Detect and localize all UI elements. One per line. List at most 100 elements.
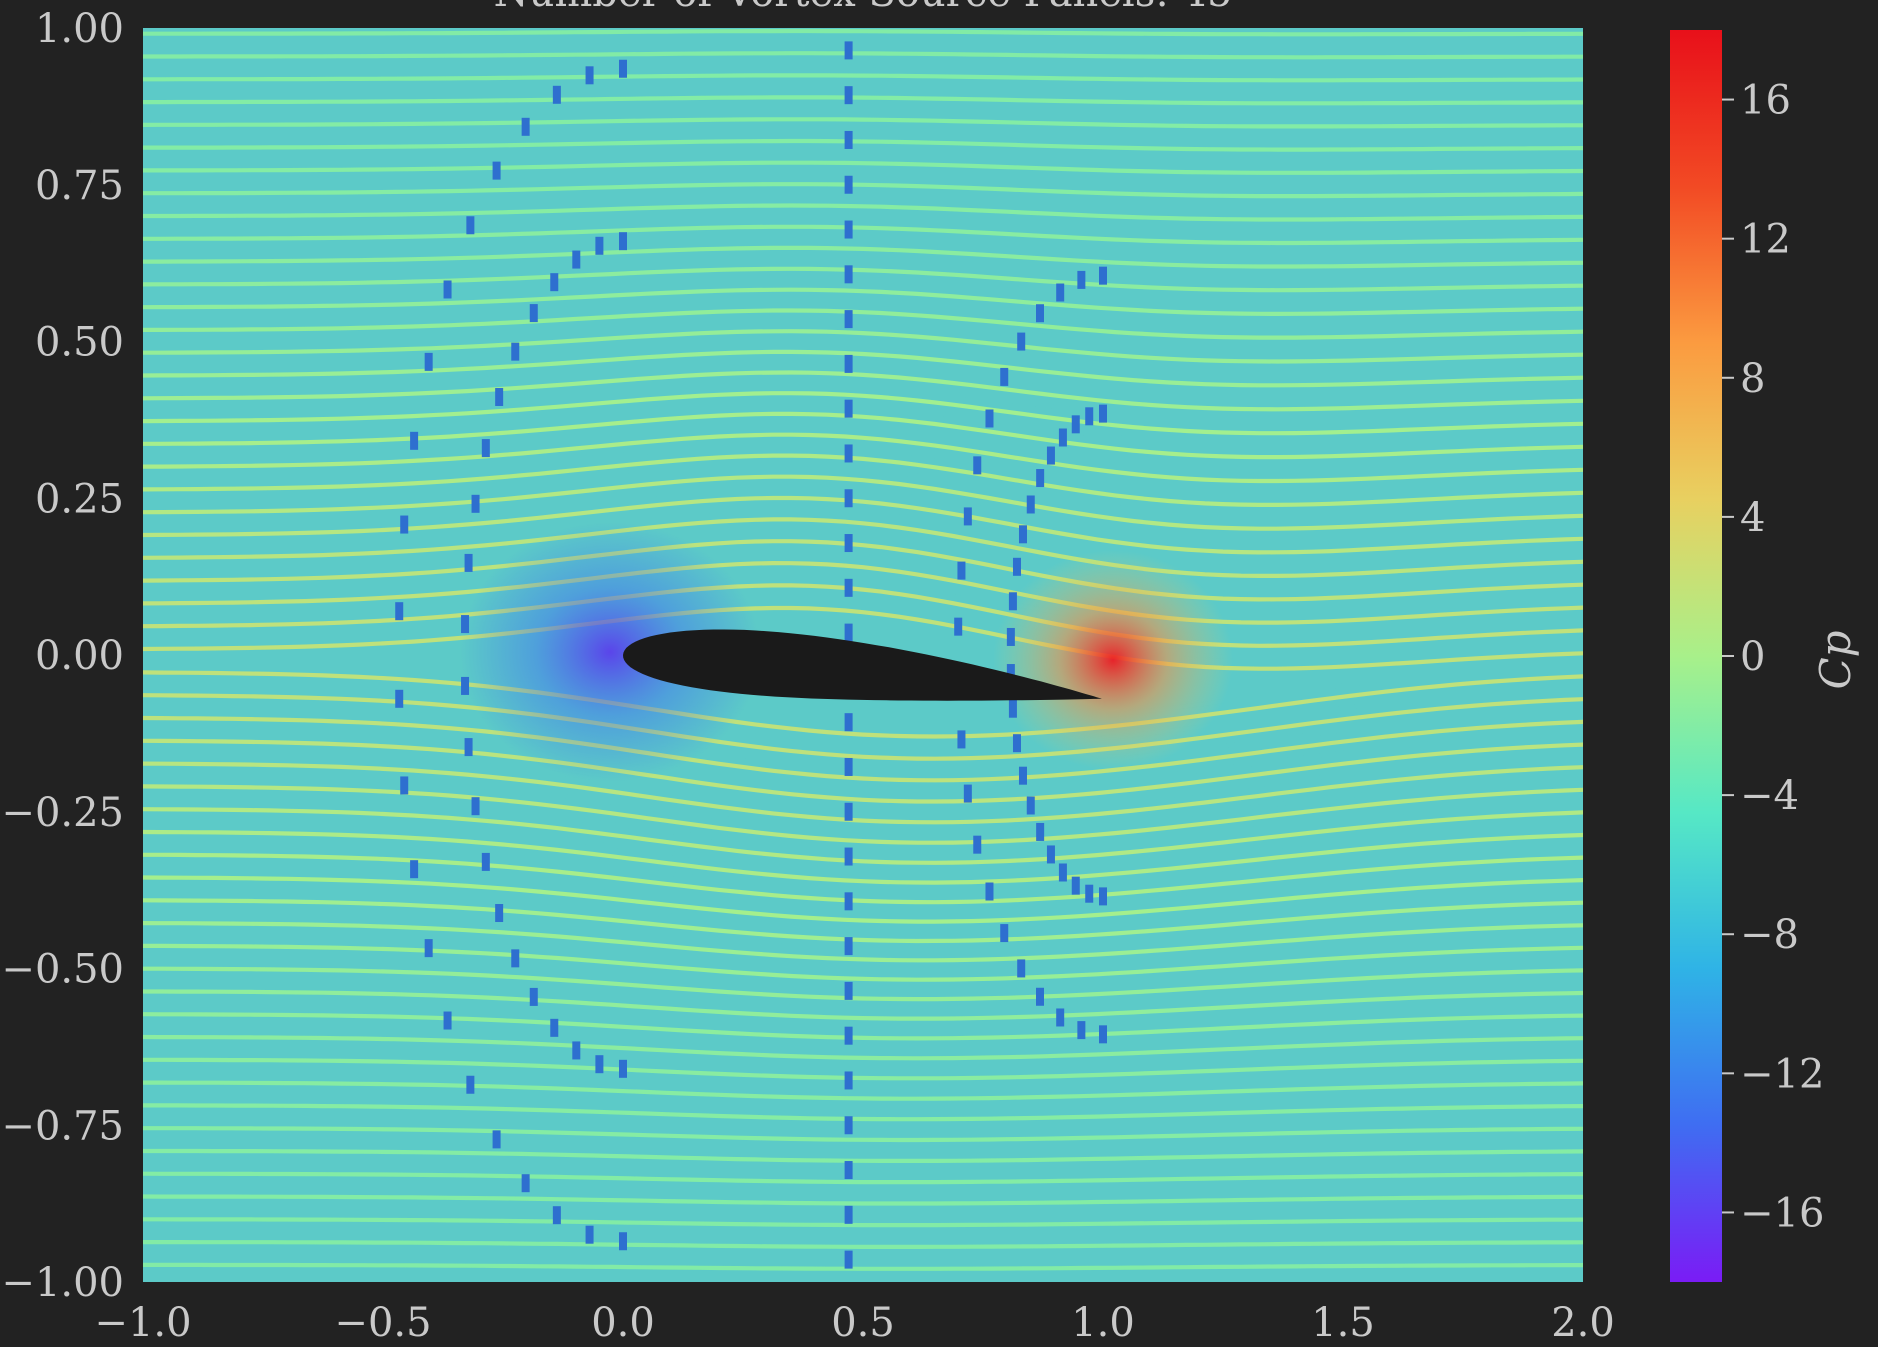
flow-arrow — [964, 507, 972, 525]
flow-arrow — [1019, 767, 1027, 785]
flow-arrow — [985, 409, 993, 427]
colorbar-gradient — [1670, 30, 1722, 1282]
y-tick-label: −0.50 — [1, 947, 124, 993]
flow-arrow — [395, 602, 403, 620]
flow-arrow — [511, 343, 519, 361]
flow-arrow — [845, 937, 853, 955]
flow-arrow — [586, 1226, 594, 1244]
flow-arrow — [845, 355, 853, 373]
flow-arrow — [493, 1130, 501, 1148]
flow-arrow — [482, 853, 490, 871]
flow-arrow — [845, 579, 853, 597]
flow-arrow — [845, 176, 853, 194]
flow-arrow — [1077, 1021, 1085, 1039]
flow-arrow — [595, 1055, 603, 1073]
flow-arrow — [444, 1012, 452, 1030]
flow-arrow — [845, 982, 853, 1000]
flow-arrow — [845, 265, 853, 283]
flow-arrow — [1013, 734, 1021, 752]
flow-arrow — [395, 690, 403, 708]
x-tick-label: 1.5 — [1311, 1300, 1375, 1346]
flow-arrow — [461, 615, 469, 633]
flow-arrow — [482, 439, 490, 457]
x-tick-label: 1.0 — [1071, 1300, 1135, 1346]
flow-arrow — [1047, 447, 1055, 465]
flow-arrow — [1056, 1008, 1064, 1026]
flow-arrow — [1059, 429, 1067, 447]
flow-arrow — [522, 118, 530, 136]
flow-arrow — [1099, 1025, 1107, 1043]
flow-arrow — [495, 904, 503, 922]
flow-arrow — [425, 353, 433, 371]
flow-arrow — [572, 251, 580, 269]
colorbar-tick-label: 12 — [1740, 217, 1791, 263]
flow-arrow — [1017, 959, 1025, 977]
flow-arrow — [1009, 700, 1017, 718]
flow-arrow — [1072, 877, 1080, 895]
flow-arrow — [845, 1251, 853, 1269]
flow-arrow — [1085, 407, 1093, 425]
flow-arrow — [845, 1116, 853, 1134]
flow-arrow — [1099, 887, 1107, 905]
colorbar-tick-label: 16 — [1740, 78, 1791, 124]
flow-arrow — [511, 949, 519, 967]
flow-arrow — [465, 554, 473, 572]
flow-arrow — [472, 797, 480, 815]
flow-arrow — [964, 785, 972, 803]
flow-arrow — [1085, 885, 1093, 903]
flow-arrow — [530, 304, 538, 322]
flow-arrow — [845, 221, 853, 239]
flow-arrow — [400, 776, 408, 794]
flow-arrow — [845, 444, 853, 462]
y-tick-label: 1.00 — [35, 6, 124, 52]
flow-arrow — [1099, 405, 1107, 423]
colorbar-tick-label: 8 — [1740, 356, 1765, 402]
flow-arrow — [466, 1076, 474, 1094]
flow-arrow — [425, 939, 433, 957]
flow-arrow — [845, 892, 853, 910]
flow-arrow — [530, 988, 538, 1006]
flow-arrow — [845, 41, 853, 59]
y-axis-ticks: −1.00 −0.75 −0.50 −0.25 0.00 0.25 0.50 0.75 1.00 — [1, 6, 124, 1306]
flow-arrow — [1019, 525, 1027, 543]
flow-arrow — [466, 216, 474, 234]
flow-arrow — [619, 232, 627, 250]
flow-arrow — [553, 86, 561, 104]
flow-arrow — [845, 758, 853, 776]
flow-arrow — [845, 310, 853, 328]
flow-arrow — [1036, 469, 1044, 487]
colorbar-label: Cp — [1811, 630, 1860, 689]
flow-arrow — [550, 1019, 558, 1037]
flow-arrow — [845, 624, 853, 642]
flow-arrow — [1017, 333, 1025, 351]
flow-arrow — [845, 713, 853, 731]
flow-arrow — [1047, 845, 1055, 863]
flow-arrow — [845, 400, 853, 418]
flow-arrow — [619, 60, 627, 78]
flow-arrow — [845, 1206, 853, 1224]
flow-arrow — [1007, 628, 1015, 646]
y-tick-label: −1.00 — [1, 1260, 124, 1306]
x-axis-ticks: −1.0 −0.5 0.0 0.5 1.0 1.5 2.0 — [94, 1300, 1614, 1346]
colorbar-tick-label: 4 — [1740, 495, 1765, 541]
flow-arrow — [845, 534, 853, 552]
flow-arrow — [1036, 823, 1044, 841]
y-tick-label: 0.50 — [35, 320, 124, 366]
x-tick-label: 2.0 — [1551, 1300, 1615, 1346]
flow-arrow — [1027, 495, 1035, 513]
flow-arrow — [985, 883, 993, 901]
flow-arrow — [845, 803, 853, 821]
chart-title: Number of Vortex Source Panels: 45 — [494, 0, 1233, 16]
flow-arrow — [845, 489, 853, 507]
flow-arrow — [400, 516, 408, 534]
flow-arrow — [1000, 924, 1008, 942]
flow-arrow — [495, 388, 503, 406]
x-tick-label: −0.5 — [334, 1300, 431, 1346]
flow-arrow — [957, 562, 965, 580]
colorbar: 16 12 8 4 0 −4 −8 −12 −16 Cp — [1670, 30, 1860, 1282]
flow-arrow — [845, 1027, 853, 1045]
y-tick-label: 0.00 — [35, 633, 124, 679]
flow-arrow — [619, 1232, 627, 1250]
flow-arrow — [845, 131, 853, 149]
